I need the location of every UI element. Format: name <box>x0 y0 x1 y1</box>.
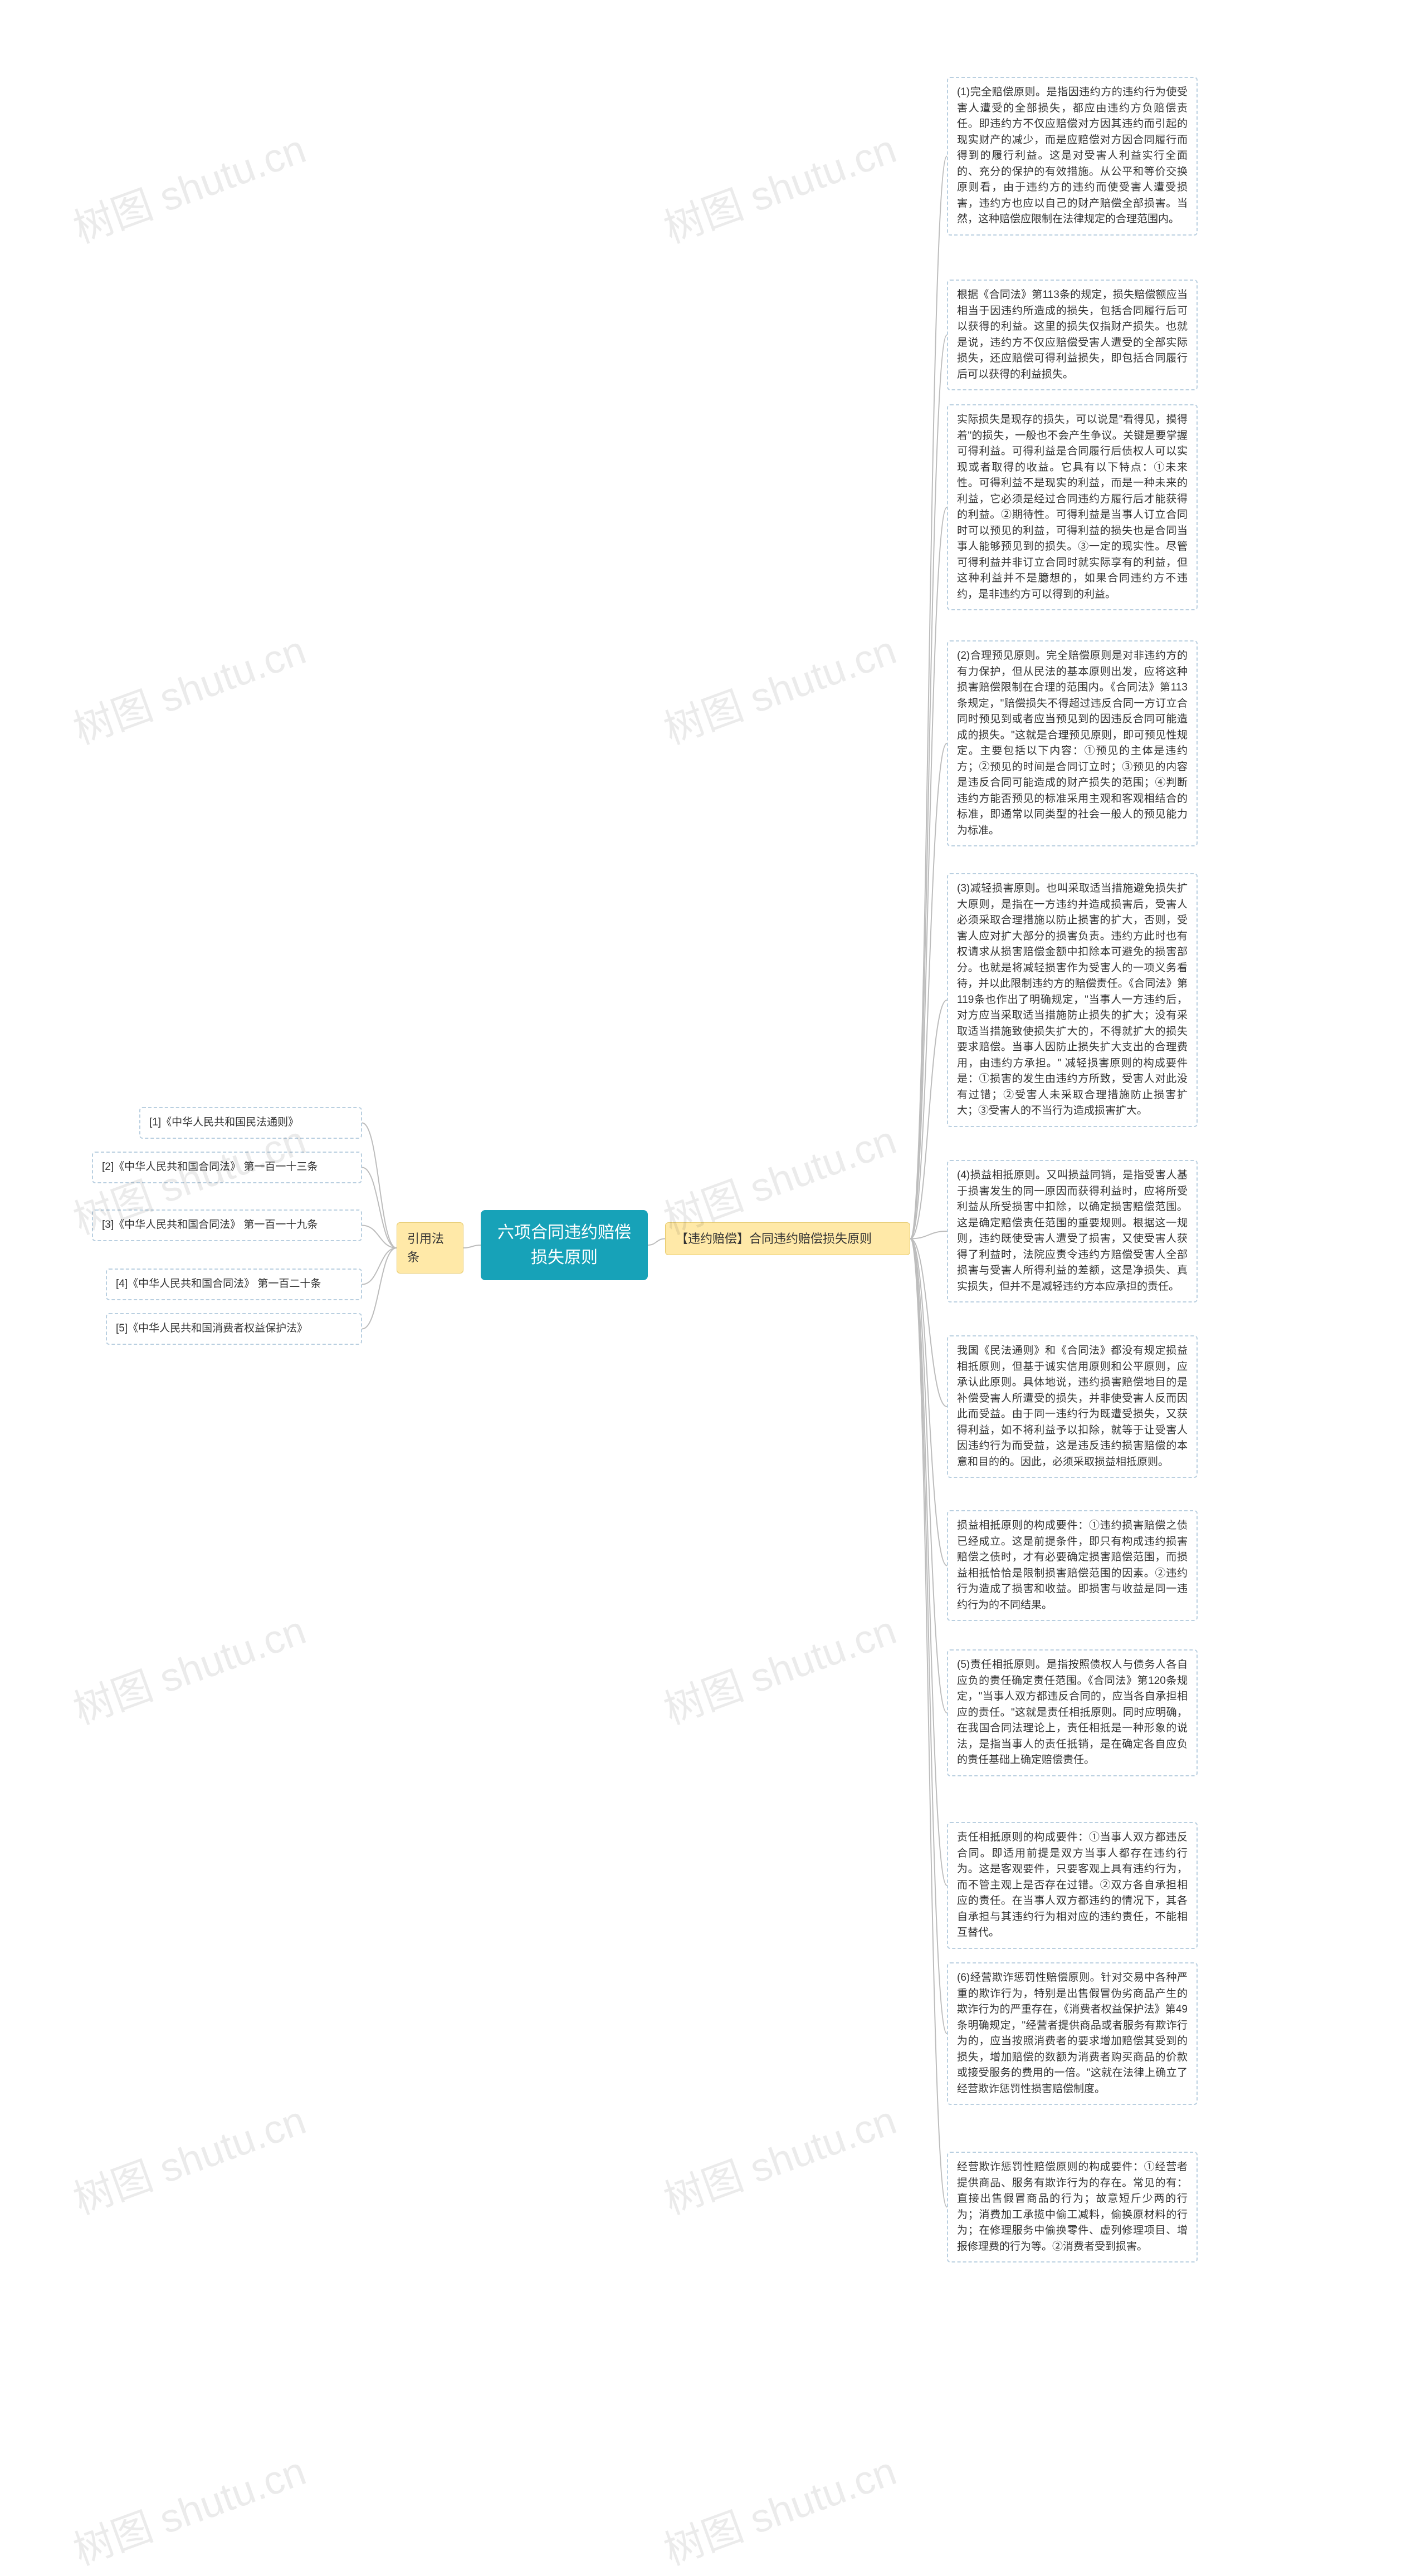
branch-citations: 引用法条 <box>397 1222 463 1274</box>
citation-leaf: [3]《中华人民共和国合同法》 第一百一十九条 <box>92 1209 362 1241</box>
watermark: 树图 shutu.cn <box>655 1598 903 1736</box>
principle-leaf: (1)完全赔偿原则。是指因违约方的违约行为使受害人遭受的全部损失，都应由违约方负… <box>947 77 1198 236</box>
branch-principles-label: 【违约赔偿】合同违约赔偿损失原则 <box>676 1232 872 1246</box>
watermark: 树图 shutu.cn <box>655 2088 903 2226</box>
citation-leaf: [5]《中华人民共和国消费者权益保护法》 <box>106 1313 362 1345</box>
watermark: 树图 shutu.cn <box>655 2438 903 2576</box>
watermark: 树图 shutu.cn <box>655 116 903 254</box>
principle-leaf: 实际损失是现存的损失，可以说是"看得见，摸得着"的损失，一般也不会产生争议。关键… <box>947 404 1198 610</box>
principle-leaf: 根据《合同法》第113条的规定，损失赔偿额应当相当于因违约所造成的损失，包括合同… <box>947 280 1198 390</box>
principle-leaf: 责任相抵原则的构成要件：①当事人双方都违反合同。即适用前提是双方当事人都存在违约… <box>947 1822 1198 1949</box>
root-node: 六项合同违约赔偿损失原则 <box>481 1210 648 1280</box>
citation-leaf: [4]《中华人民共和国合同法》 第一百二十条 <box>106 1269 362 1300</box>
citation-leaf: [1]《中华人民共和国民法通则》 <box>139 1107 362 1139</box>
principle-leaf: 损益相抵原则的构成要件：①违约损害赔偿之债已经成立。这是前提条件，即只有构成违约… <box>947 1510 1198 1621</box>
principle-leaf: (4)损益相抵原则。又叫损益同销，是指受害人基于损害发生的同一原因而获得利益时，… <box>947 1160 1198 1302</box>
watermark: 树图 shutu.cn <box>64 1598 312 1736</box>
branch-citations-label: 引用法条 <box>407 1232 444 1264</box>
watermark: 树图 shutu.cn <box>64 2438 312 2576</box>
watermark: 树图 shutu.cn <box>655 618 903 756</box>
watermark: 树图 shutu.cn <box>64 116 312 254</box>
principle-leaf: (6)经营欺诈惩罚性赔偿原则。针对交易中各种严重的欺诈行为，特别是出售假冒伪劣商… <box>947 1962 1198 2105</box>
citation-leaf: [2]《中华人民共和国合同法》 第一百一十三条 <box>92 1152 362 1183</box>
watermark: 树图 shutu.cn <box>64 618 312 756</box>
principle-leaf: 我国《民法通则》和《合同法》都没有规定损益相抵原则，但基于诚实信用原则和公平原则… <box>947 1335 1198 1478</box>
principle-leaf: (5)责任相抵原则。是指按照债权人与债务人各自应负的责任确定责任范围。《合同法》… <box>947 1649 1198 1776</box>
principle-leaf: 经营欺诈惩罚性赔偿原则的构成要件：①经营者提供商品、服务有欺诈行为的存在。常见的… <box>947 2152 1198 2262</box>
principle-leaf: (2)合理预见原则。完全赔偿原则是对非违约方的有力保护，但从民法的基本原则出发，… <box>947 640 1198 846</box>
root-label: 六项合同违约赔偿损失原则 <box>497 1223 631 1267</box>
principle-leaf: (3)减轻损害原则。也叫采取适当措施避免损失扩大原则，是指在一方违约并造成损害后… <box>947 873 1198 1127</box>
branch-principles: 【违约赔偿】合同违约赔偿损失原则 <box>665 1222 910 1255</box>
watermark: 树图 shutu.cn <box>64 2088 312 2226</box>
